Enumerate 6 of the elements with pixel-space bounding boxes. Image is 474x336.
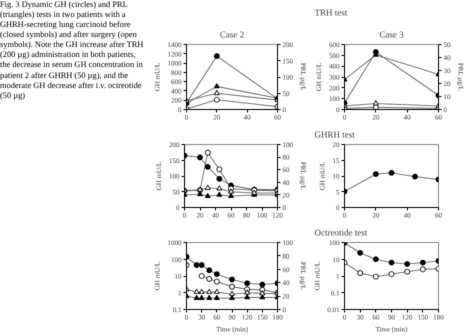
chart-subtitle: TRH test	[314, 8, 348, 18]
chart-subtitle: Octreotide test	[314, 228, 368, 238]
chart-title: Case 2	[220, 30, 244, 40]
chart-title: Case 3	[379, 30, 404, 40]
chart-subtitle: GHRH test	[314, 130, 356, 140]
text: Fig. 3 Dynamic GH (circles) and PRL (triangles) tests in two patients with a GHRH-secreting lung carcinoid before (closed symbols) and after surgery (open symbols). Note the GH increase after TRH (200 µg) administration in both patients, the decrease in serum GH concentration in patient 2 after GHRH (50 µg), and the moderate GH decrease after i.v. octreotide (50 µg)	[0, 0, 144, 100]
